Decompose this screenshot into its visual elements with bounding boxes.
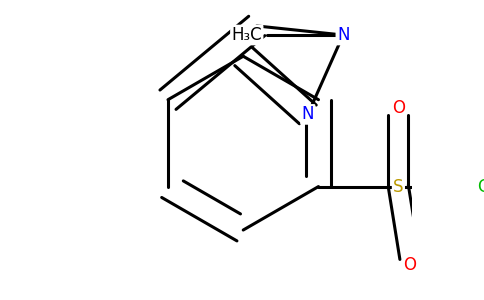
Text: N: N bbox=[337, 26, 349, 44]
Text: S: S bbox=[393, 178, 404, 196]
Text: O: O bbox=[403, 256, 416, 274]
Text: H₃C: H₃C bbox=[231, 26, 262, 44]
Text: O: O bbox=[392, 100, 405, 118]
Text: N: N bbox=[302, 105, 314, 123]
Text: Cl: Cl bbox=[477, 178, 484, 196]
